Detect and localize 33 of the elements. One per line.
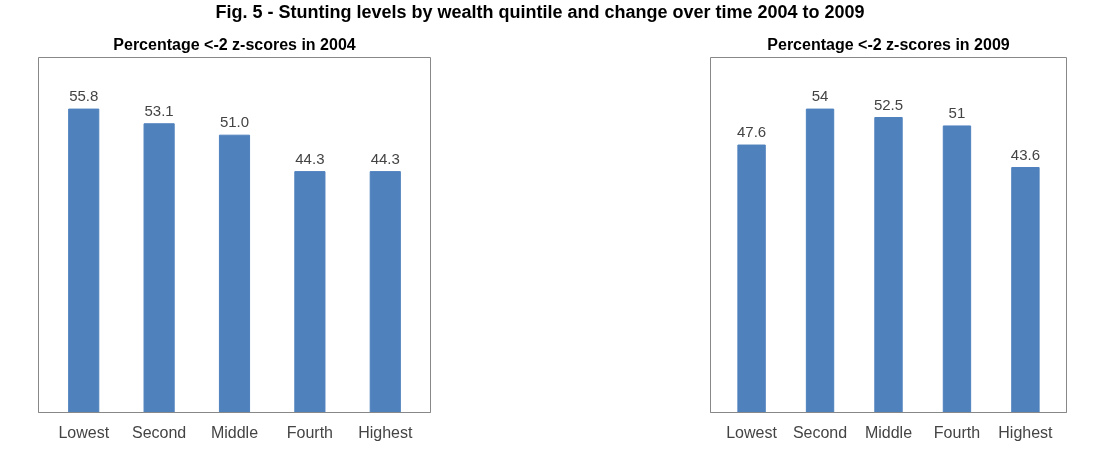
bar xyxy=(369,171,401,413)
bar xyxy=(218,134,251,413)
bar xyxy=(737,144,766,413)
data-label: 52.5 xyxy=(873,95,904,113)
x-tick-label: Middle xyxy=(864,423,913,441)
bar xyxy=(1011,167,1040,413)
bar xyxy=(805,108,835,413)
chart-title: Percentage <-2 z-scores in 2004 xyxy=(113,35,356,53)
data-label: 43.6 xyxy=(1010,145,1041,163)
x-tick-label: Lowest xyxy=(726,423,778,441)
data-label: 47.6 xyxy=(736,123,767,141)
data-label: 51 xyxy=(948,103,966,121)
data-label: 55.8 xyxy=(69,87,99,105)
bar xyxy=(294,171,326,413)
x-tick-label: Middle xyxy=(210,423,259,441)
x-tick-label: Highest xyxy=(998,423,1054,441)
x-tick-label: Highest xyxy=(358,423,413,441)
data-label: 53.1 xyxy=(144,101,174,119)
x-tick-label: Lowest xyxy=(58,423,110,441)
data-label: 44.3 xyxy=(295,149,325,167)
data-label: 44.3 xyxy=(370,149,400,167)
x-tick-label: Second xyxy=(131,423,187,441)
data-label: 51.0 xyxy=(219,113,250,131)
x-tick-label: Second xyxy=(792,423,848,441)
data-label: 54 xyxy=(811,87,829,105)
caption: Fig. 5 - Stunting levels by wealth quintile and change over time 2004 to 2009 xyxy=(215,1,865,24)
bar xyxy=(874,117,903,413)
x-tick-label: Fourth xyxy=(286,423,334,441)
x-tick-label: Fourth xyxy=(933,423,981,441)
bar xyxy=(143,123,175,413)
bar xyxy=(942,125,972,413)
bar xyxy=(68,108,100,413)
chart-title: Percentage <-2 z-scores in 2009 xyxy=(767,35,1010,53)
